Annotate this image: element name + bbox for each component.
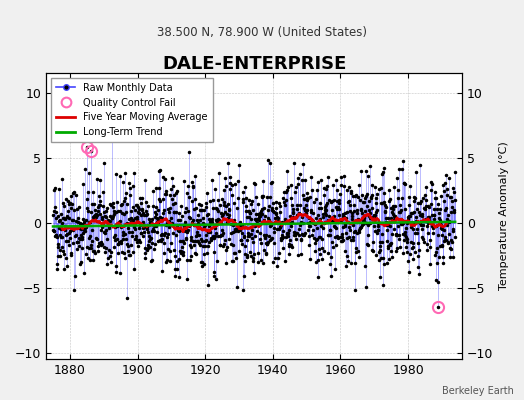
Legend: Raw Monthly Data, Quality Control Fail, Five Year Moving Average, Long-Term Tren: Raw Monthly Data, Quality Control Fail, … [51,78,213,142]
Text: 38.500 N, 78.900 W (United States): 38.500 N, 78.900 W (United States) [157,26,367,39]
Title: DALE-ENTERPRISE: DALE-ENTERPRISE [162,55,346,73]
Text: Berkeley Earth: Berkeley Earth [442,386,514,396]
Y-axis label: Temperature Anomaly (°C): Temperature Anomaly (°C) [499,142,509,290]
